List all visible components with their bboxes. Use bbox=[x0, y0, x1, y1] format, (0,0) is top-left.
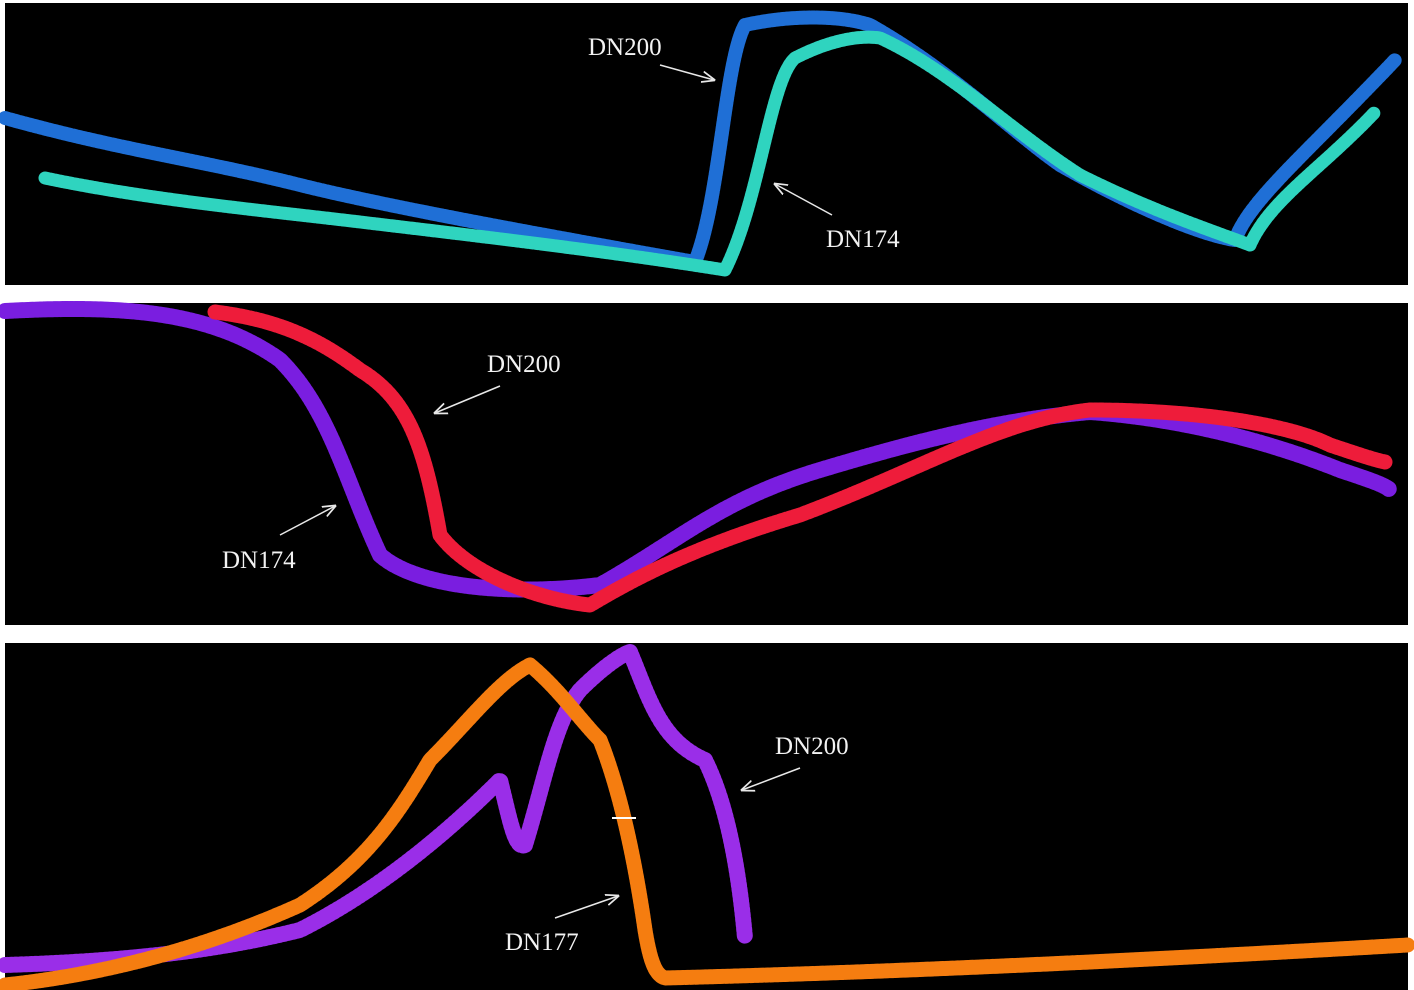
panel-bg bbox=[5, 303, 1408, 625]
label: DN200 bbox=[487, 351, 561, 378]
figure: DN200 DN174 DN200 DN174 DN200 DN177 bbox=[0, 0, 1414, 990]
label: DN174 bbox=[826, 226, 900, 253]
label: DN174 bbox=[222, 547, 296, 574]
panel-1: DN200 DN174 bbox=[5, 3, 1408, 285]
label: DN177 bbox=[505, 929, 579, 956]
label: DN200 bbox=[588, 34, 662, 61]
label: DN200 bbox=[775, 733, 849, 760]
panel-2: DN200 DN174 bbox=[5, 303, 1408, 625]
panel-3: DN200 DN177 bbox=[5, 643, 1408, 990]
